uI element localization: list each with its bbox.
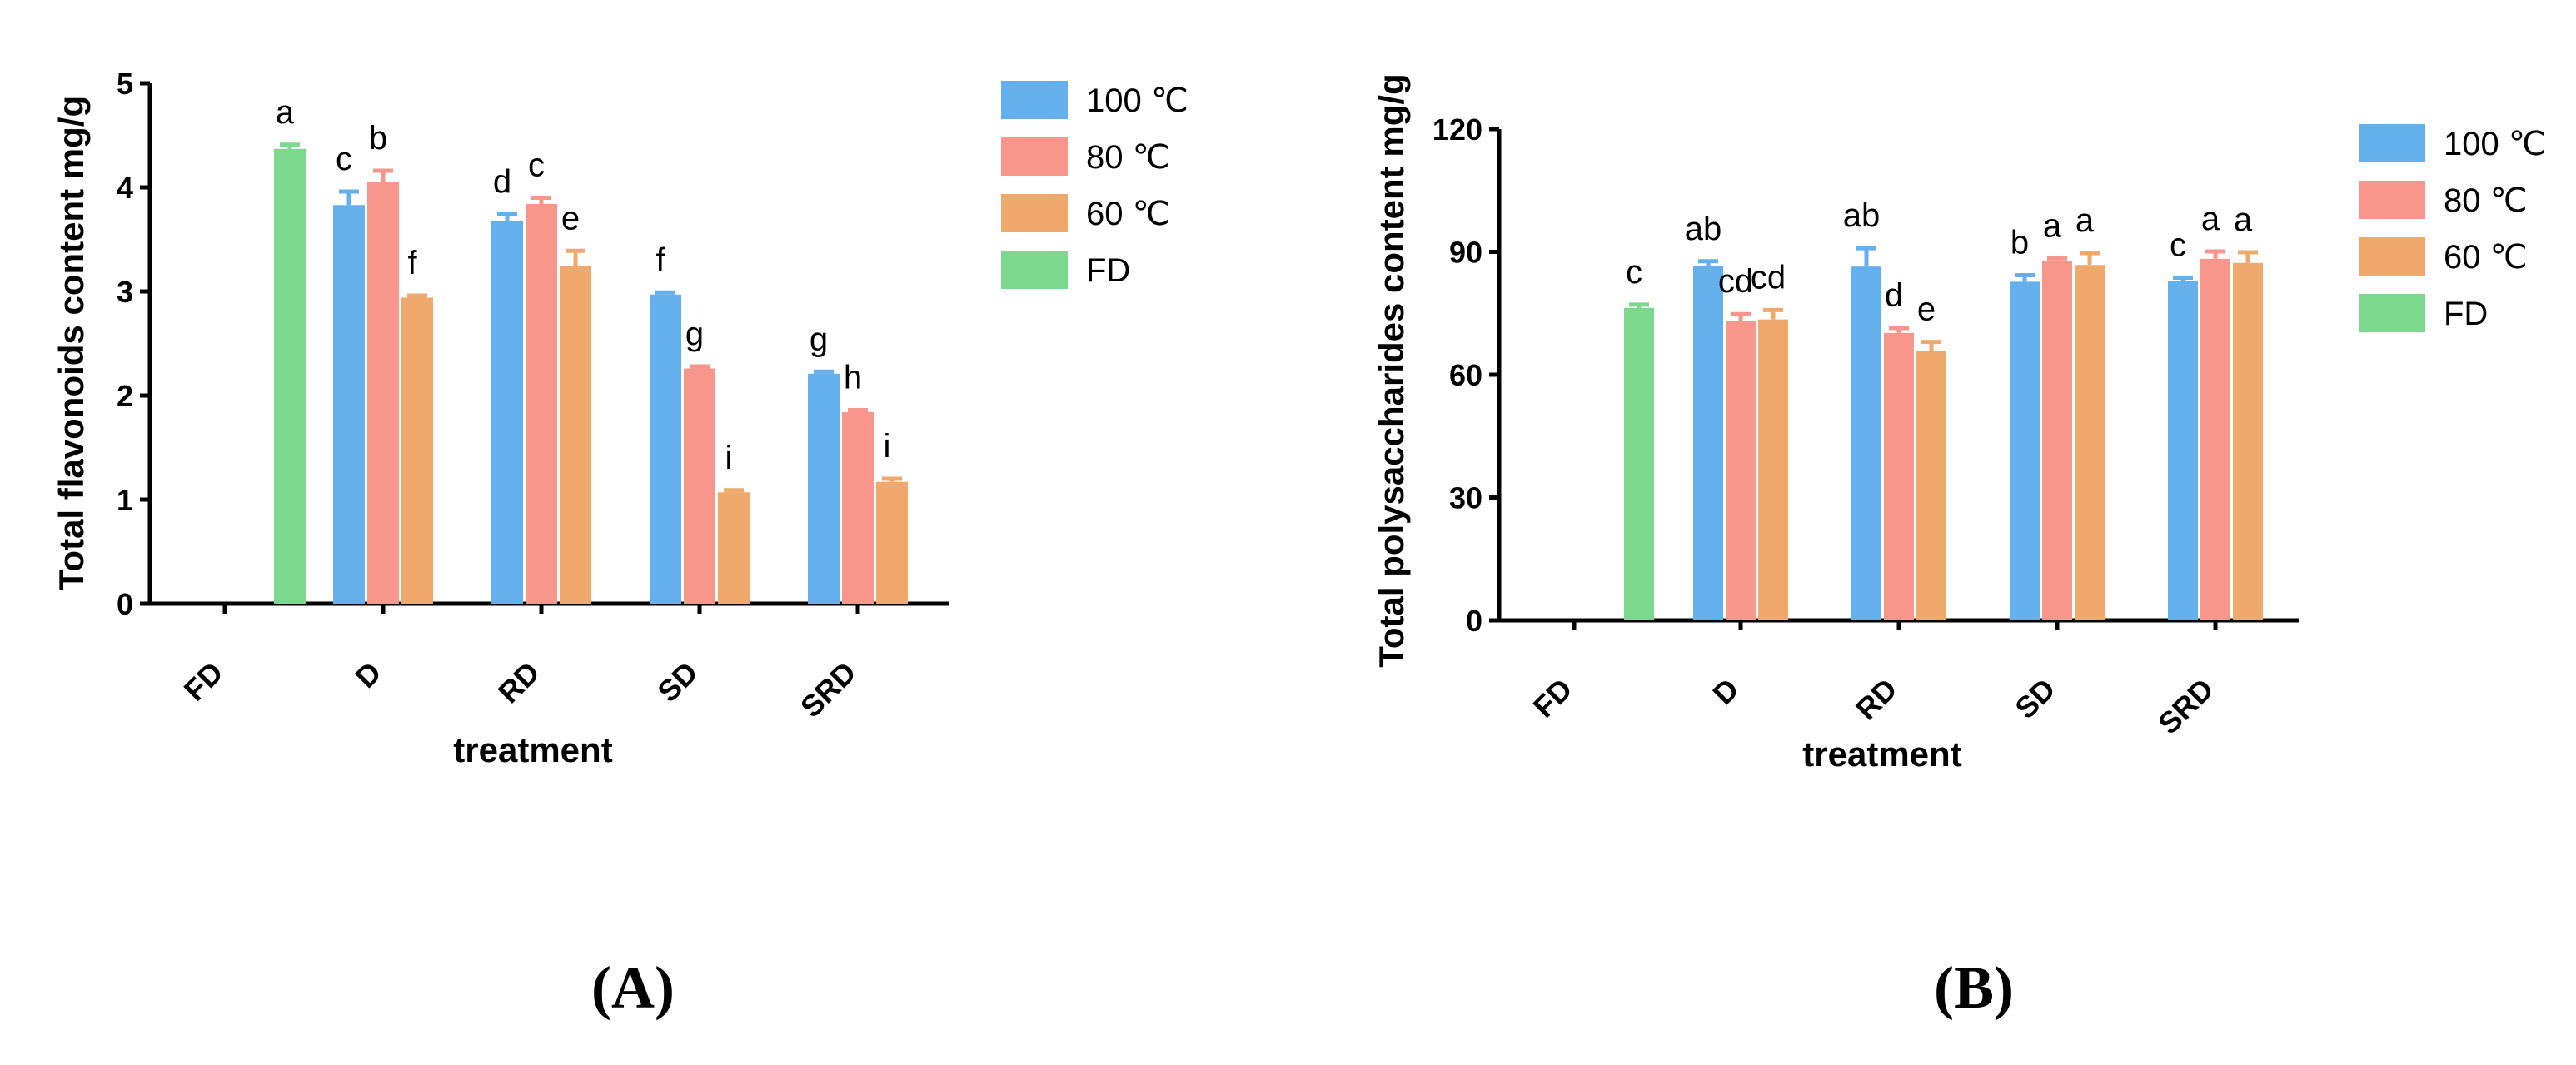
legend-label: 60 ℃ [1086,196,1170,232]
bar-80-d [1726,321,1756,620]
y-tick-label: 0 [1466,604,1482,638]
y-tick-label: 90 [1449,236,1482,270]
significance-letter: a [2234,202,2253,238]
legend-label: 80 ℃ [1086,139,1170,176]
significance-letter: b [369,120,387,157]
bar-80-srd [2200,258,2230,620]
significance-letter: d [1885,277,1903,314]
bar-100-srd [2168,281,2198,620]
bar-80-d [367,182,399,604]
y-tick-label: 0 [117,587,133,621]
legend-swatch [1001,194,1068,232]
bar-60-rd [1916,351,1946,620]
legend-label: FD [1086,252,1130,289]
y-tick-label: 2 [117,379,133,413]
panel-label: (B) [1934,954,2014,1021]
y-tick-label: 5 [117,67,133,101]
bar-80-sd [684,368,715,604]
legend-swatch [2359,181,2425,219]
y-axis-title: Total flavonoids content mg/g [52,96,91,590]
significance-letter: c [2170,226,2186,263]
significance-letter: e [561,200,580,236]
x-axis-title: treatment [453,730,612,769]
significance-letter: d [493,164,511,201]
bar-80-srd [842,412,874,604]
x-axis-title: treatment [1802,734,1961,774]
bar-60-d [1758,319,1788,620]
y-tick-label: 120 [1432,112,1482,147]
significance-letter: f [407,245,417,281]
significance-letter: cd [1718,263,1753,300]
legend-label: 80 ℃ [2444,182,2528,219]
y-tick-label: 1 [117,483,133,517]
bar-80-sd [2042,261,2072,620]
legend-label: 100 ℃ [1086,82,1188,119]
legend-label: 60 ℃ [2444,239,2528,276]
panel-label: (A) [591,954,675,1021]
bar-60-srd [876,481,908,604]
y-tick-label: 30 [1449,481,1482,515]
bar-100-d [333,205,365,604]
legend-swatch [1001,81,1068,119]
significance-letter: g [810,321,828,357]
significance-letter: c [528,147,545,184]
y-axis-title: Total polysaccharides content mg/g [1372,73,1411,667]
legend-label: 100 ℃ [2444,126,2546,162]
bar-80-rd [1884,332,1914,620]
legend-swatch [1001,137,1068,176]
significance-letter: a [2201,201,2220,237]
significance-letter: f [655,241,665,278]
significance-letter: c [1626,254,1642,291]
y-tick-label: 60 [1449,358,1482,392]
significance-letter: c [336,141,352,177]
y-tick-label: 3 [117,275,133,309]
bar-100-rd [491,221,523,604]
significance-letter: cd [1751,259,1786,296]
bar-100-rd [1851,266,1881,620]
legend-swatch [1001,251,1068,289]
y-tick-label: 4 [117,171,133,205]
bar-80-rd [526,204,557,604]
bar-100-d [1693,266,1723,620]
legend-label: FD [2444,296,2488,332]
bar-100-srd [808,373,840,604]
bar-FD-fd [274,148,306,604]
significance-letter: g [685,316,704,352]
significance-letter: a [2043,207,2062,244]
legend-swatch [2359,294,2425,332]
bar-60-rd [560,266,591,604]
bar-100-sd [650,294,681,604]
bar-60-sd [718,492,750,604]
significance-letter: ab [1685,211,1722,247]
significance-letter: i [884,428,891,465]
significance-letter: h [844,360,862,396]
bar-100-sd [2010,281,2040,620]
legend-swatch [2359,237,2425,276]
significance-letter: b [2010,225,2029,261]
significance-letter: i [725,440,733,476]
significance-letter: ab [1843,197,1881,234]
bar-60-d [401,297,433,604]
significance-letter: a [2075,202,2095,239]
significance-letter: e [1917,291,1936,328]
significance-letter: a [276,94,295,131]
bar-60-sd [2075,265,2105,620]
bar-60-srd [2233,262,2263,620]
bar-FD-fd [1624,307,1654,620]
legend-swatch [2359,124,2425,162]
